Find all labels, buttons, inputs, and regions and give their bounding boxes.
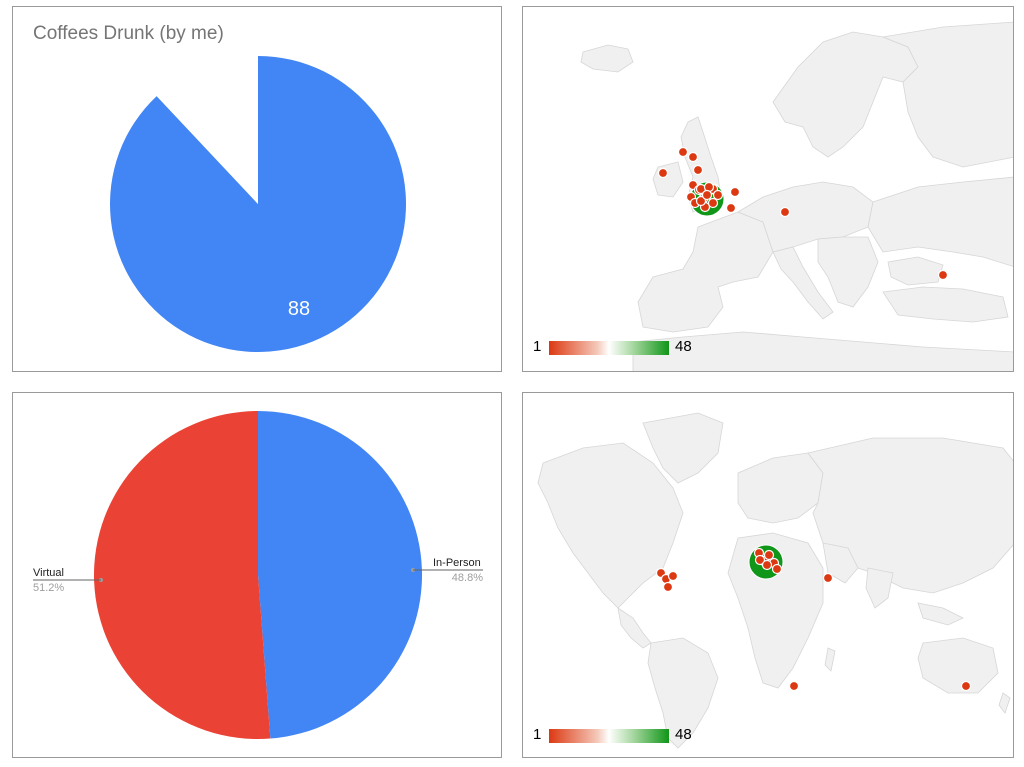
map-region[interactable] bbox=[817, 236, 879, 308]
map-marker[interactable] bbox=[779, 206, 791, 218]
map-marker[interactable] bbox=[695, 195, 707, 207]
map-region[interactable] bbox=[647, 637, 719, 749]
map-region[interactable] bbox=[882, 286, 1009, 323]
map-marker[interactable] bbox=[725, 202, 737, 214]
slice-percent-label: 48.8% bbox=[452, 572, 483, 584]
map-marker[interactable] bbox=[763, 549, 775, 561]
map-regions bbox=[523, 7, 1014, 372]
map-region[interactable] bbox=[865, 567, 894, 609]
map-region[interactable] bbox=[917, 602, 964, 626]
meeting-type-pie-panel: In-Person 48.8% Virtual 51.2% bbox=[12, 392, 502, 758]
map-region[interactable] bbox=[807, 437, 1014, 594]
map-region[interactable] bbox=[998, 692, 1011, 714]
map-markers bbox=[655, 544, 972, 692]
map-region[interactable] bbox=[824, 647, 836, 672]
map-region[interactable] bbox=[822, 542, 859, 584]
map-markers bbox=[657, 146, 949, 281]
map-marker[interactable] bbox=[960, 680, 972, 692]
world-geo-panel: 1 48 bbox=[522, 392, 1014, 758]
map-marker[interactable] bbox=[771, 563, 783, 575]
map-region[interactable] bbox=[772, 246, 834, 320]
pie-slice-virtual[interactable] bbox=[94, 411, 271, 739]
map-region[interactable] bbox=[772, 31, 919, 158]
map-marker[interactable] bbox=[662, 581, 674, 593]
map-marker[interactable] bbox=[712, 189, 724, 201]
slice-name-label: Virtual bbox=[33, 567, 64, 579]
map-marker[interactable] bbox=[657, 167, 669, 179]
slice-name-label: In-Person bbox=[433, 557, 481, 569]
pie-data-label: 88 bbox=[288, 298, 310, 320]
europe-map[interactable] bbox=[523, 7, 1014, 372]
map-region[interactable] bbox=[632, 331, 1014, 372]
map-marker[interactable] bbox=[761, 559, 773, 571]
map-region[interactable] bbox=[917, 637, 999, 694]
pie-slice-1[interactable] bbox=[156, 56, 258, 204]
map-region[interactable] bbox=[642, 412, 724, 484]
map-marker[interactable] bbox=[937, 269, 949, 281]
pie-slice-in-person[interactable] bbox=[258, 411, 423, 739]
map-marker[interactable] bbox=[729, 186, 741, 198]
world-map[interactable] bbox=[523, 393, 1014, 758]
map-region[interactable] bbox=[737, 452, 824, 524]
map-marker[interactable] bbox=[822, 572, 834, 584]
map-marker[interactable] bbox=[754, 554, 766, 566]
map-region[interactable] bbox=[867, 176, 1014, 267]
map-marker[interactable] bbox=[788, 680, 800, 692]
meeting-type-pie-chart[interactable]: In-Person 48.8% Virtual 51.2% bbox=[13, 393, 502, 758]
map-region[interactable] bbox=[537, 442, 684, 609]
map-marker[interactable] bbox=[707, 197, 719, 209]
coffee-pie-chart[interactable]: 88 bbox=[13, 7, 502, 372]
map-region[interactable] bbox=[881, 21, 1014, 168]
europe-geo-panel: 1 48 bbox=[522, 6, 1014, 372]
map-marker[interactable] bbox=[692, 164, 704, 176]
map-region[interactable] bbox=[580, 44, 634, 73]
map-marker[interactable] bbox=[667, 570, 679, 582]
map-marker[interactable] bbox=[687, 151, 699, 163]
map-region[interactable] bbox=[617, 607, 652, 649]
coffee-pie-panel: Coffees Drunk (by me) 88 bbox=[12, 6, 502, 372]
map-region[interactable] bbox=[887, 256, 944, 286]
map-marker[interactable] bbox=[677, 146, 689, 158]
map-marker[interactable] bbox=[701, 189, 713, 201]
slice-percent-label: 51.2% bbox=[33, 582, 64, 594]
chart-title: Coffees Drunk (by me) bbox=[33, 23, 224, 44]
